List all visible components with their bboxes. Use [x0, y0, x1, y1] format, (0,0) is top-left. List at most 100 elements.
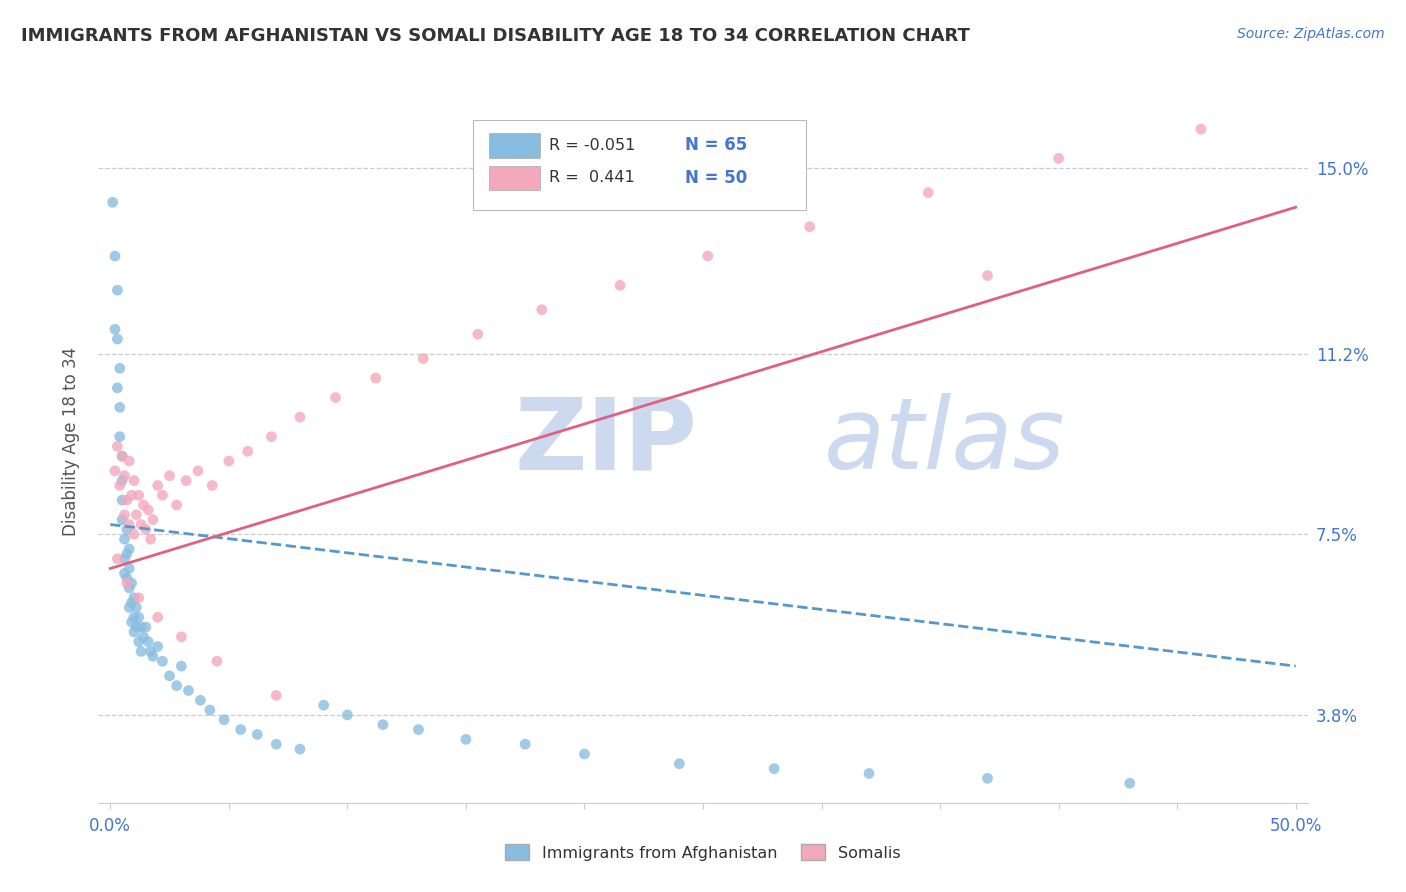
Point	[170, 630, 193, 644]
FancyBboxPatch shape	[474, 120, 806, 211]
Legend: Immigrants from Afghanistan, Somalis: Immigrants from Afghanistan, Somalis	[499, 838, 907, 867]
Point	[187, 464, 209, 478]
Point	[108, 478, 131, 492]
Point	[142, 649, 165, 664]
Point	[170, 659, 193, 673]
Point	[114, 468, 136, 483]
Point	[121, 576, 143, 591]
Point	[218, 454, 240, 468]
Point	[105, 551, 128, 566]
Point	[696, 249, 718, 263]
Point	[105, 283, 128, 297]
Point	[1119, 776, 1142, 790]
Point	[104, 464, 127, 478]
Point	[177, 683, 200, 698]
Point	[205, 654, 228, 668]
Point	[198, 703, 221, 717]
Point	[152, 654, 174, 668]
Point	[125, 508, 148, 522]
Point	[111, 493, 134, 508]
Point	[129, 644, 152, 658]
Point	[114, 508, 136, 522]
Point	[159, 669, 181, 683]
Point	[122, 527, 145, 541]
Point	[264, 689, 287, 703]
Point	[201, 478, 224, 492]
Point	[105, 332, 128, 346]
Point	[288, 410, 311, 425]
Point	[111, 449, 134, 463]
Point	[152, 488, 174, 502]
Point	[412, 351, 434, 366]
Point	[146, 610, 169, 624]
Point	[128, 634, 150, 648]
Text: atlas: atlas	[824, 393, 1066, 490]
Point	[574, 747, 596, 761]
Point	[454, 732, 477, 747]
Point	[128, 488, 150, 502]
Point	[128, 610, 150, 624]
Point	[118, 581, 141, 595]
Point	[917, 186, 939, 200]
Point	[121, 615, 143, 630]
Text: Source: ZipAtlas.com: Source: ZipAtlas.com	[1237, 27, 1385, 41]
Point	[515, 737, 537, 751]
Point	[115, 493, 138, 508]
Point	[135, 620, 157, 634]
Point	[118, 541, 141, 556]
Point	[118, 517, 141, 532]
Point	[668, 756, 690, 771]
Point	[264, 737, 287, 751]
Point	[121, 596, 143, 610]
Y-axis label: Disability Age 18 to 34: Disability Age 18 to 34	[62, 347, 80, 536]
Point	[146, 640, 169, 654]
Point	[122, 624, 145, 639]
Point	[115, 547, 138, 561]
Point	[104, 322, 127, 336]
Point	[128, 591, 150, 605]
Point	[467, 327, 489, 342]
Point	[114, 566, 136, 581]
Point	[111, 449, 134, 463]
Point	[132, 630, 155, 644]
Point	[135, 523, 157, 537]
Point	[364, 371, 387, 385]
Point	[260, 430, 283, 444]
Point	[136, 634, 159, 648]
Point	[115, 571, 138, 585]
Point	[118, 454, 141, 468]
Text: N = 50: N = 50	[685, 169, 747, 186]
Point	[108, 430, 131, 444]
Point	[858, 766, 880, 780]
Point	[288, 742, 311, 756]
FancyBboxPatch shape	[489, 133, 540, 158]
Point	[799, 219, 821, 234]
Point	[159, 468, 181, 483]
Point	[139, 644, 162, 658]
Point	[312, 698, 335, 713]
Point	[136, 503, 159, 517]
Point	[166, 679, 188, 693]
Point	[125, 600, 148, 615]
Point	[336, 707, 359, 722]
Text: ZIP: ZIP	[515, 393, 697, 490]
Point	[125, 620, 148, 634]
Point	[1189, 122, 1212, 136]
Point	[976, 268, 998, 283]
Point	[246, 727, 269, 741]
Point	[530, 302, 553, 317]
Point	[111, 513, 134, 527]
Point	[408, 723, 430, 737]
Point	[212, 713, 235, 727]
Point	[229, 723, 252, 737]
Point	[105, 381, 128, 395]
Point	[118, 561, 141, 575]
Text: IMMIGRANTS FROM AFGHANISTAN VS SOMALI DISABILITY AGE 18 TO 34 CORRELATION CHART: IMMIGRANTS FROM AFGHANISTAN VS SOMALI DI…	[21, 27, 970, 45]
Point	[114, 532, 136, 546]
Point	[111, 474, 134, 488]
Point	[115, 523, 138, 537]
Point	[146, 478, 169, 492]
Text: R =  0.441: R = 0.441	[550, 170, 636, 186]
Point	[1047, 152, 1070, 166]
Point	[132, 498, 155, 512]
